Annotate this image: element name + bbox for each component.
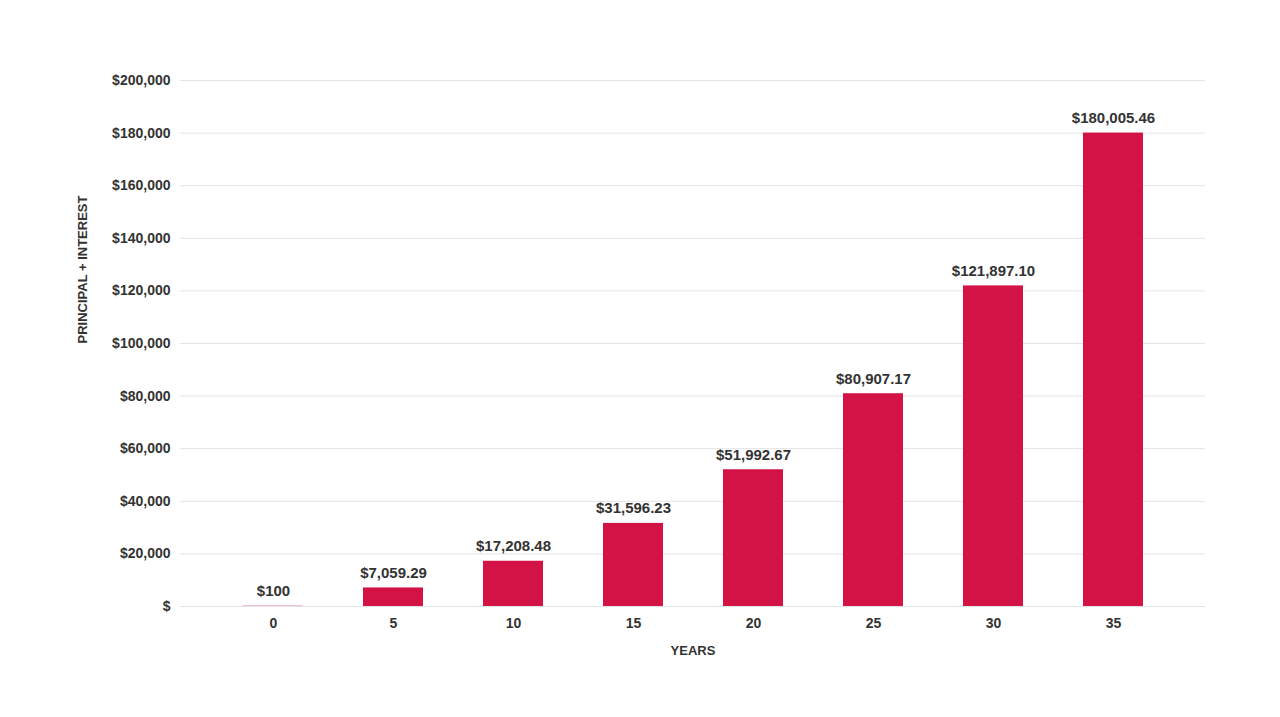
svg-text:35: 35 [1106,615,1122,631]
svg-text:$160,000: $160,000 [112,177,171,193]
svg-text:$100: $100 [257,582,290,599]
svg-text:25: 25 [866,615,882,631]
svg-text:$80,907.17: $80,907.17 [836,370,911,387]
svg-text:$180,000: $180,000 [112,125,171,141]
svg-text:$200,000: $200,000 [112,72,171,88]
svg-text:$40,000: $40,000 [120,493,171,509]
svg-text:$51,992.67: $51,992.67 [716,446,791,463]
svg-text:PRINCIPAL + INTEREST: PRINCIPAL + INTEREST [75,195,90,343]
svg-text:$31,596.23: $31,596.23 [596,499,671,516]
svg-text:$7,059.29: $7,059.29 [360,564,427,581]
svg-text:$180,005.46: $180,005.46 [1072,109,1155,126]
svg-text:20: 20 [746,615,762,631]
svg-text:0: 0 [270,615,278,631]
svg-text:$120,000: $120,000 [112,282,171,298]
svg-text:$121,897.10: $121,897.10 [952,262,1035,279]
svg-text:15: 15 [626,615,642,631]
svg-text:$80,000: $80,000 [120,388,171,404]
svg-text:30: 30 [986,615,1002,631]
svg-text:$20,000: $20,000 [120,545,171,561]
svg-text:$140,000: $140,000 [112,230,171,246]
svg-text:$100,000: $100,000 [112,335,171,351]
svg-text:$60,000: $60,000 [120,440,171,456]
svg-text:5: 5 [390,615,398,631]
svg-text:YEARS: YEARS [671,643,716,658]
svg-text:$: $ [163,598,171,614]
svg-text:10: 10 [506,615,522,631]
svg-text:$17,208.48: $17,208.48 [476,537,551,554]
